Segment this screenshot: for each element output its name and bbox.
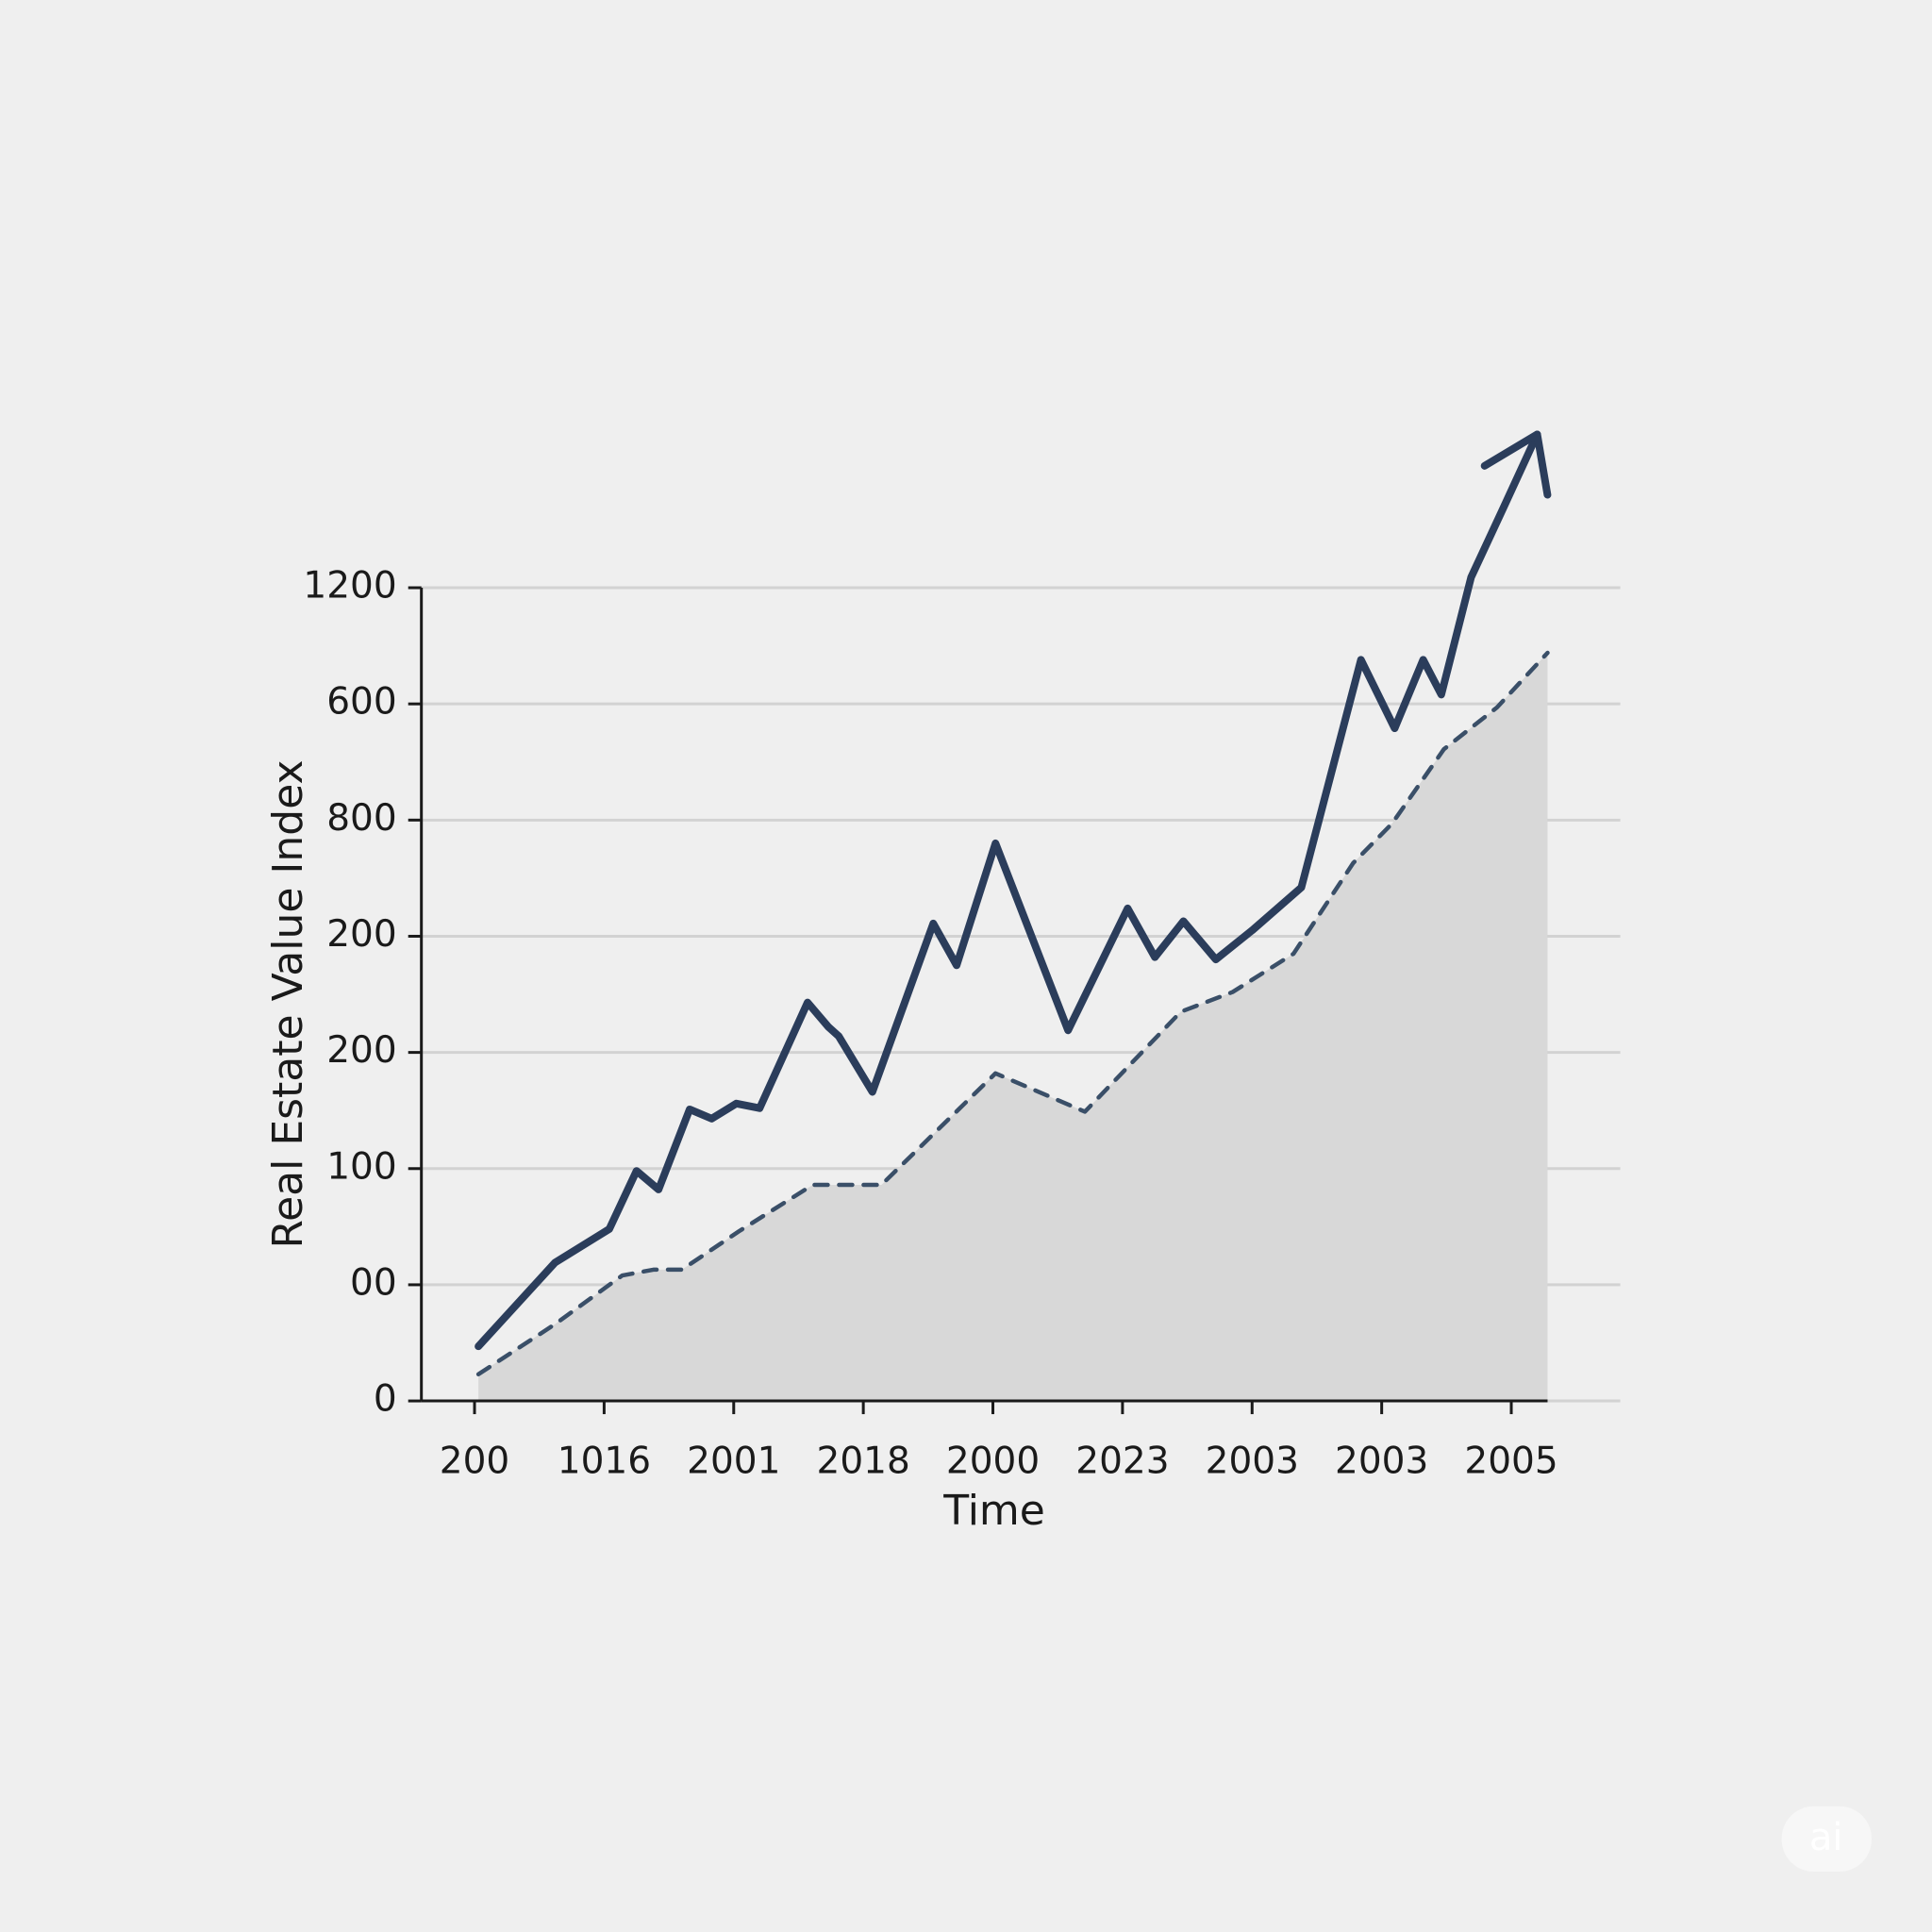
x-tick-label: 1016	[558, 1441, 651, 1483]
watermark-badge	[1781, 1806, 1872, 1872]
x-axis-label: Time	[942, 1487, 1045, 1535]
y-tick-label: 1200	[303, 565, 396, 608]
x-tick-label: 2023	[1075, 1441, 1169, 1483]
y-tick-label: 800	[326, 797, 396, 840]
x-tick-label: 2001	[687, 1441, 780, 1483]
y-tick-label: 100	[326, 1145, 396, 1188]
x-tick-label: 2018	[817, 1441, 910, 1483]
line	[475, 650, 1550, 1376]
x-tick-label: 2003	[1335, 1441, 1428, 1483]
x-tick-label: 2005	[1464, 1441, 1557, 1483]
area	[478, 652, 1548, 1402]
y-tick-label: 200	[326, 913, 396, 956]
watermark: ai	[1809, 1816, 1843, 1859]
x-tick-label: 2003	[1206, 1441, 1299, 1483]
x-tick-label: 2000	[946, 1441, 1040, 1483]
x-tick-label: 200	[440, 1441, 509, 1483]
arrow-head	[1480, 430, 1552, 499]
y-tick-label: 00	[350, 1261, 397, 1304]
y-tick-label: 0	[374, 1378, 397, 1421]
y-axis-label: Real Estate Value Index	[264, 759, 312, 1248]
line	[475, 430, 1541, 1351]
y-tick-label: 200	[326, 1029, 396, 1072]
y-tick-label: 600	[326, 681, 396, 724]
